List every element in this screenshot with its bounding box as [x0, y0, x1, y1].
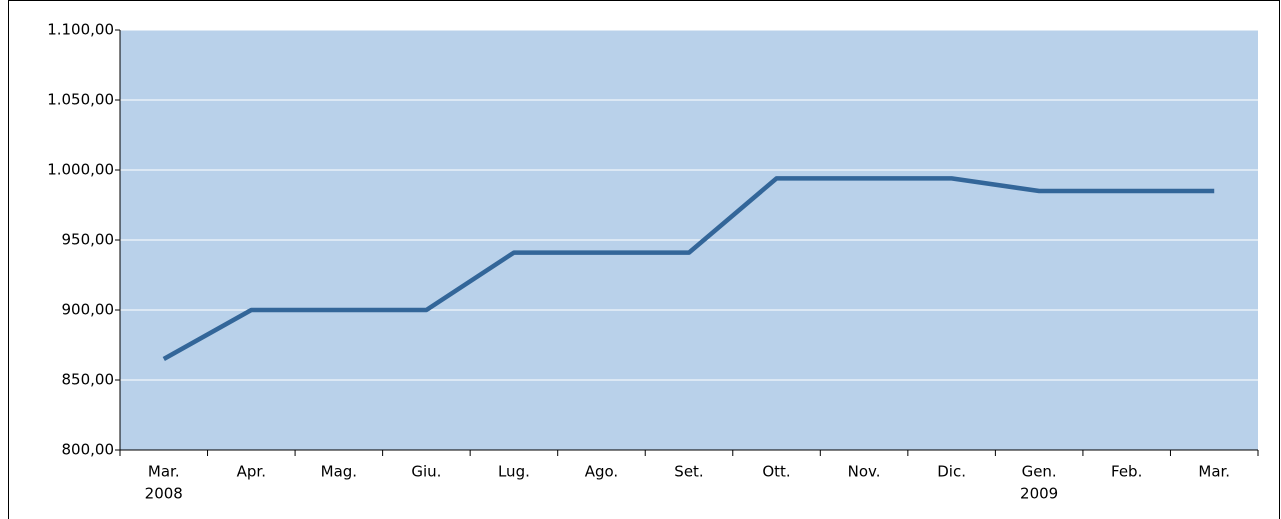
- x-tick-label: Giu.: [411, 463, 441, 481]
- x-tick-label: Feb.: [1111, 463, 1142, 481]
- x-tick-label: Lug.: [498, 463, 530, 481]
- y-tick-label: 850,00: [62, 371, 115, 389]
- x-tick-label: Mar.: [1198, 463, 1230, 481]
- x-tick-label: Ago.: [585, 463, 618, 481]
- y-tick-label: 1.000,00: [47, 161, 114, 179]
- x-tick-label: Set.: [674, 463, 703, 481]
- line: [162, 176, 1215, 361]
- chart-frame: [8, 0, 1280, 519]
- x-tick-label: Mag.: [321, 463, 357, 481]
- y-tick-label: 950,00: [62, 231, 115, 249]
- x-year-label: 2009: [1020, 485, 1058, 503]
- y-tick-label: 900,00: [62, 301, 115, 319]
- x-tick-label: Nov.: [848, 463, 881, 481]
- x-tick-label: Ott.: [762, 463, 790, 481]
- y-tick-label: 1.100,00: [47, 21, 114, 39]
- y-tick-label: 800,00: [62, 441, 115, 459]
- y-tick-label: 1.050,00: [47, 91, 114, 109]
- x-tick-label: Dic.: [937, 463, 966, 481]
- x-tick-label: Apr.: [237, 463, 266, 481]
- x-tick-label: Mar.: [148, 463, 180, 481]
- x-year-label: 2008: [145, 485, 183, 503]
- x-tick-label: Gen.: [1022, 463, 1057, 481]
